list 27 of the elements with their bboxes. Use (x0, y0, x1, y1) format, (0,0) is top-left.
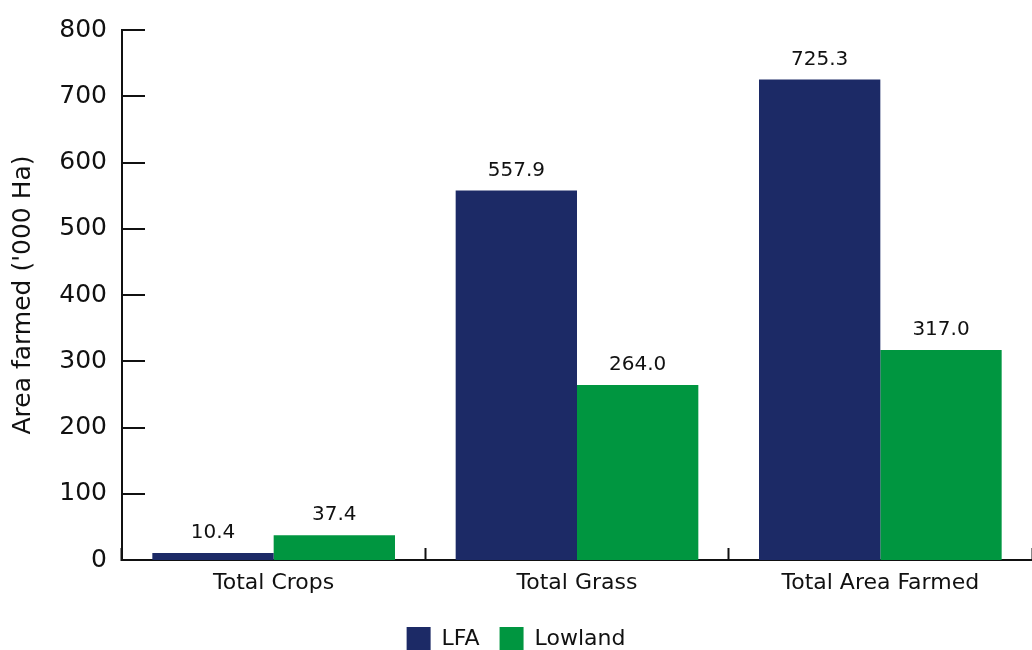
y-tick-label: 800 (59, 13, 107, 43)
x-tick-label: Total Grass (515, 568, 638, 594)
x-tick-label: Total Crops (212, 568, 335, 594)
data-label: 37.4 (312, 501, 357, 526)
bar (759, 79, 881, 560)
data-label: 264.0 (609, 351, 667, 376)
bar (455, 190, 577, 560)
legend-label: LFA (441, 625, 480, 650)
legend-label: Lowland (534, 625, 626, 650)
y-tick-label: 0 (91, 543, 107, 573)
y-tick-label: 600 (59, 146, 107, 175)
y-tick-label: 200 (59, 411, 107, 440)
data-label: 725.3 (791, 45, 849, 70)
y-axis-title: Area farmed ('000 Ha) (6, 155, 36, 435)
bar (880, 349, 1002, 560)
data-label: 10.4 (190, 519, 236, 544)
bar (152, 553, 274, 560)
y-tick-label: 500 (59, 212, 107, 242)
data-label: 317.0 (912, 316, 970, 341)
x-tick-label: Total Area Farmed (780, 568, 980, 594)
bar (577, 385, 699, 560)
y-tick-label: 100 (59, 477, 107, 507)
y-tick-label: 300 (59, 344, 107, 374)
data-label: 557.9 (487, 156, 545, 181)
y-tick-label: 700 (59, 79, 107, 109)
bar (273, 535, 395, 560)
y-tick-label: 400 (59, 278, 107, 308)
